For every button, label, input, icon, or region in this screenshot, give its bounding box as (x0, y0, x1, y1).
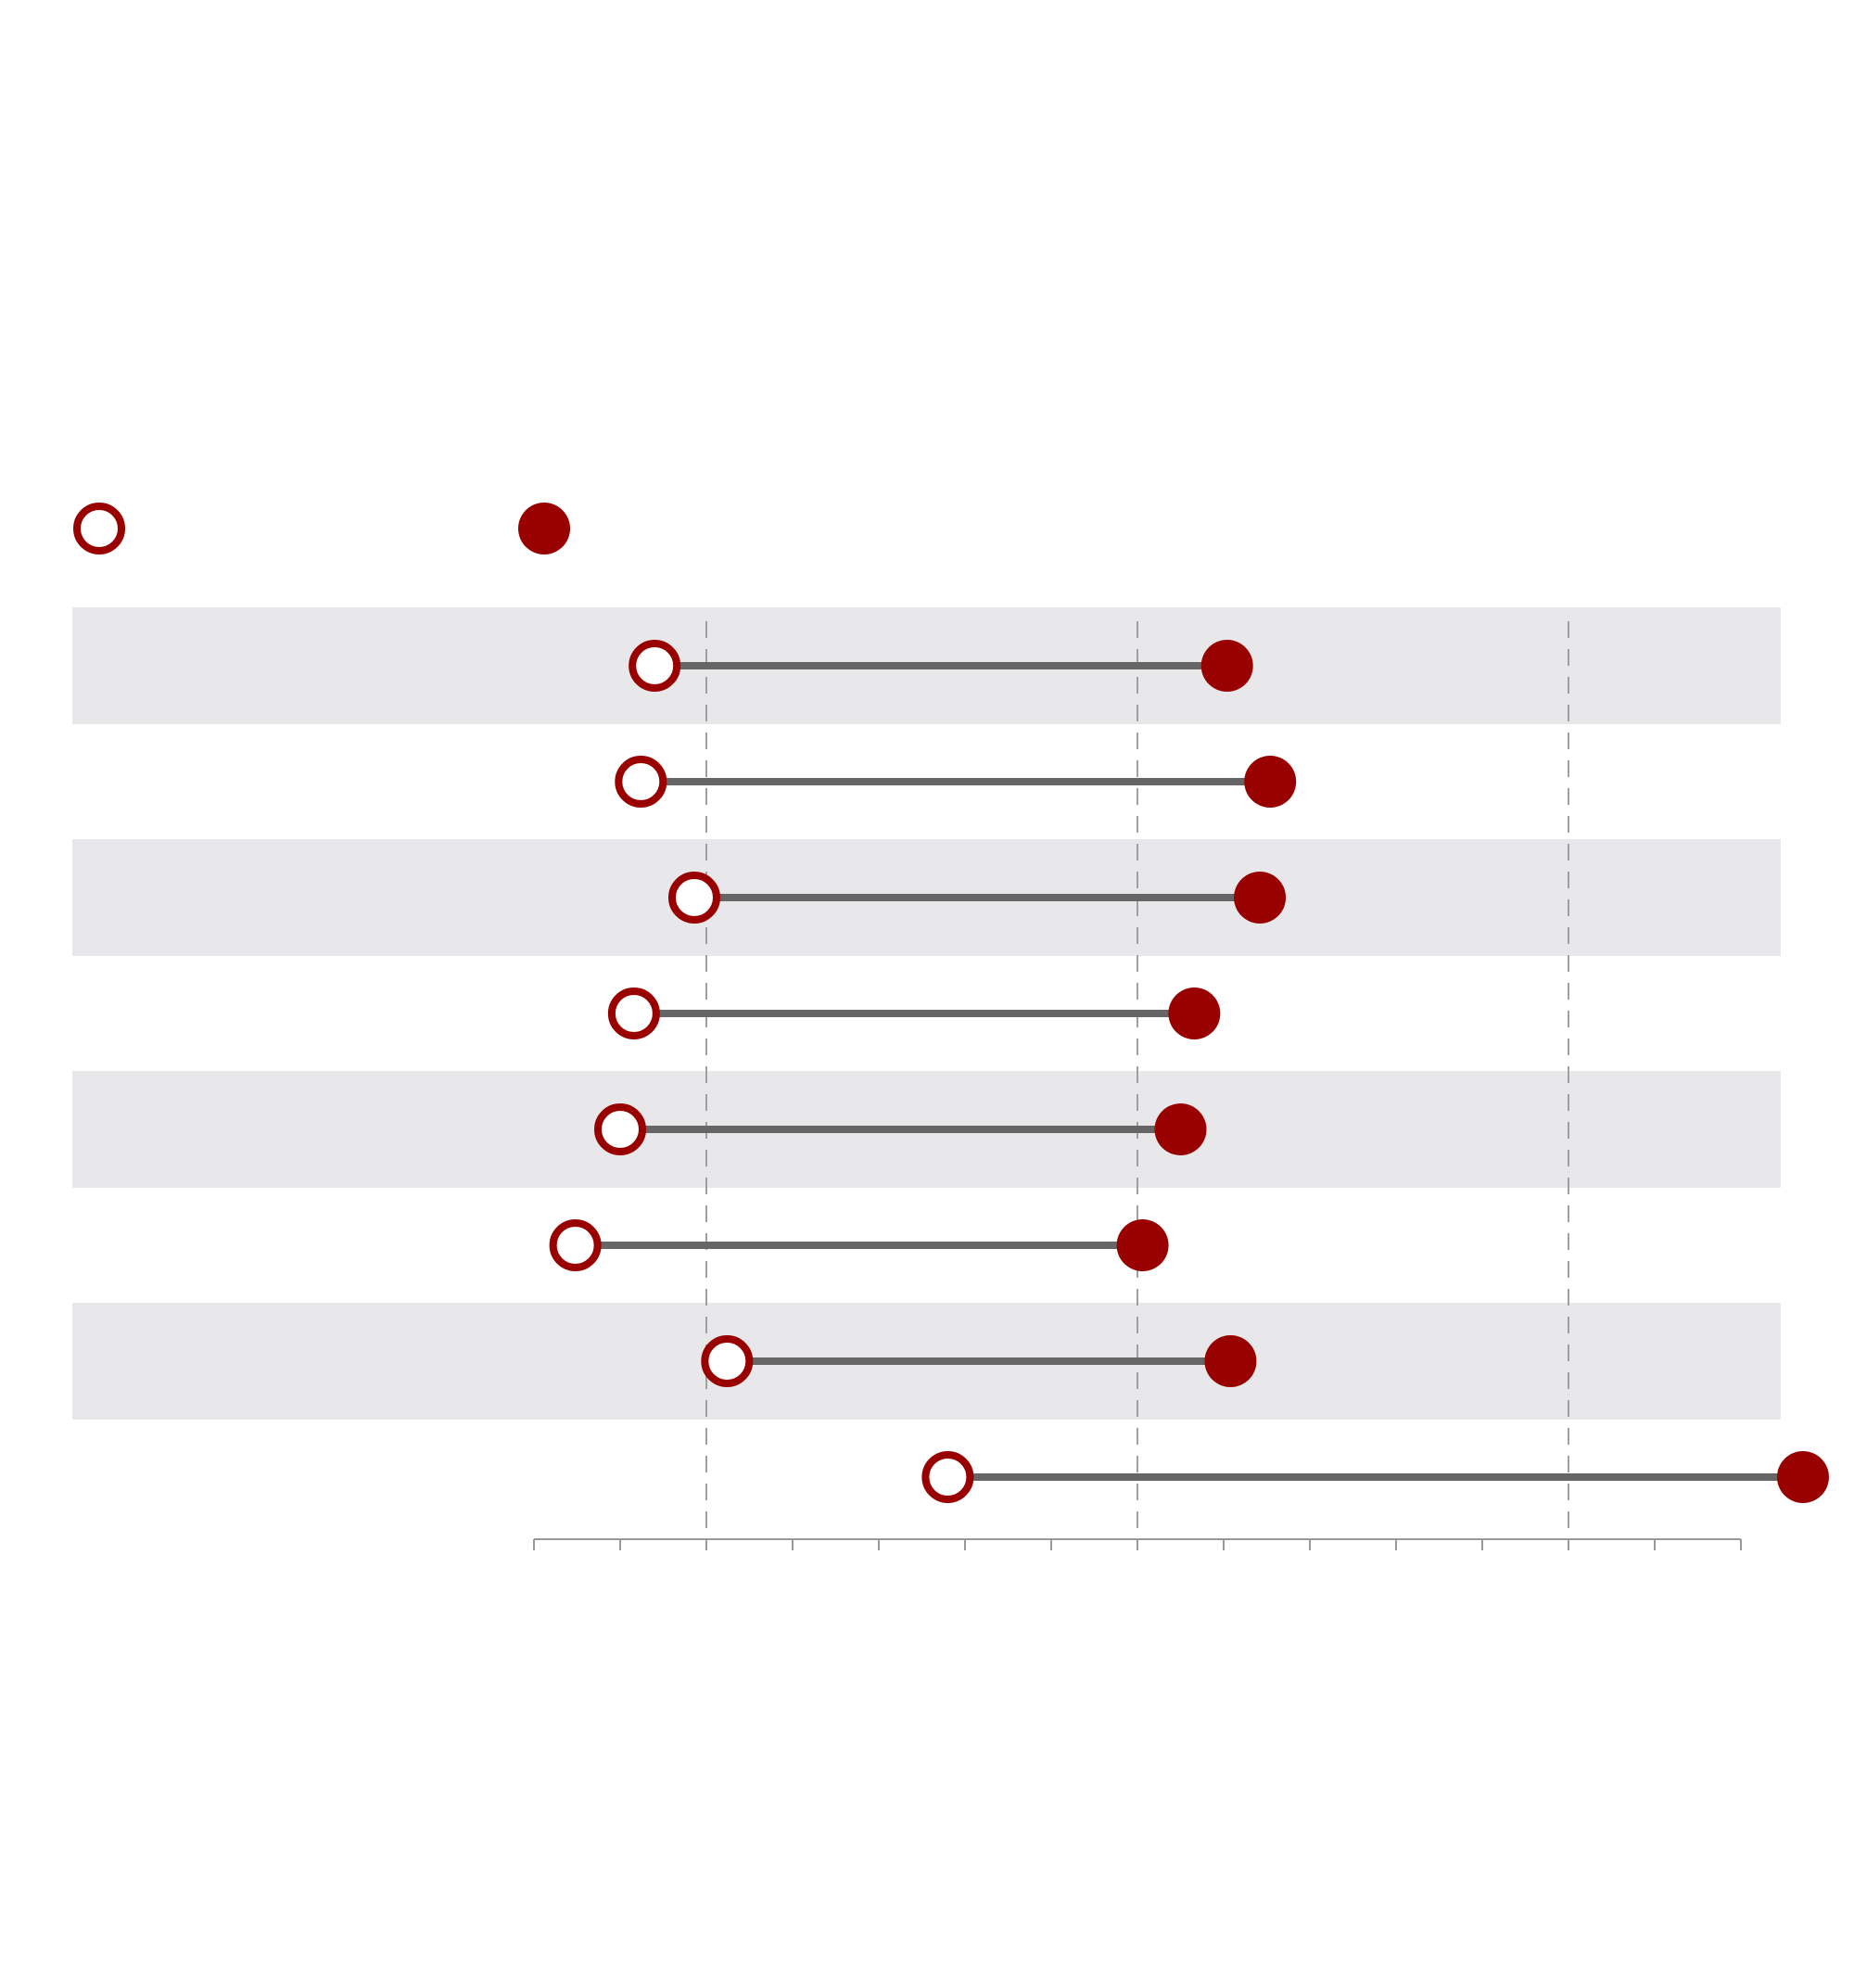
filled-circle-point (1776, 1451, 1829, 1503)
filled-circle-point (1116, 1219, 1169, 1271)
dumbbell-row-4 (594, 1103, 1207, 1155)
open-circle-point (629, 640, 681, 692)
dumbbell-row-5 (549, 1219, 1169, 1271)
gridlines (705, 621, 1569, 1539)
open-circle-point (701, 1335, 754, 1387)
open-circle-point (607, 988, 660, 1039)
filled-circle-point (1200, 640, 1253, 692)
open-circle-point (921, 1451, 974, 1503)
dumbbell-row-2 (667, 872, 1287, 924)
open-circle-point (615, 756, 667, 808)
open-circle-point (549, 1219, 602, 1271)
filled-circle-point (1154, 1103, 1207, 1155)
legend (73, 503, 570, 554)
dumbbell-rows (549, 640, 1829, 1503)
filled-circle-point (1204, 1335, 1257, 1387)
x-axis (533, 1538, 1742, 1550)
open-circle-point (594, 1103, 646, 1155)
dumbbell-row-7 (921, 1451, 1829, 1503)
dumbbell-row-6 (701, 1335, 1257, 1387)
legend-open-circle-marker (73, 503, 125, 554)
filled-circle-point (1234, 872, 1287, 924)
open-circle-point (667, 872, 720, 924)
legend-filled-circle-marker (518, 503, 570, 554)
filled-circle-point (1168, 988, 1221, 1039)
dumbbell-row-1 (615, 756, 1297, 808)
filled-circle-point (1244, 756, 1297, 808)
dumbbell-row-3 (607, 988, 1221, 1039)
dumbbell-row-0 (629, 640, 1253, 692)
